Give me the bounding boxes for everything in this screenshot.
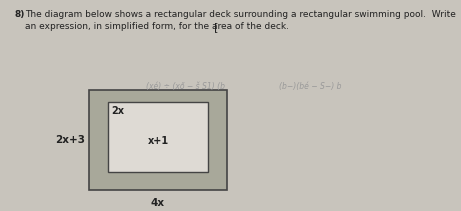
Text: 2x+3: 2x+3: [55, 135, 85, 145]
Text: 2x: 2x: [112, 106, 124, 116]
Text: 4x: 4x: [151, 198, 165, 208]
Text: 8): 8): [14, 10, 24, 19]
Bar: [89, 90, 226, 190]
Text: [: [: [214, 22, 219, 32]
Text: (xé) ÷ (xő − š S1) (b: (xé) ÷ (xő − š S1) (b: [146, 82, 225, 91]
Bar: [108, 102, 208, 172]
Text: (b−)(bé − S−) b: (b−)(bé − S−) b: [279, 82, 342, 91]
Text: an expression, in simplified form, for the area of the deck.: an expression, in simplified form, for t…: [25, 22, 289, 31]
Text: x+1: x+1: [148, 136, 169, 146]
Text: The diagram below shows a rectangular deck surrounding a rectangular swimming po: The diagram below shows a rectangular de…: [25, 10, 456, 19]
